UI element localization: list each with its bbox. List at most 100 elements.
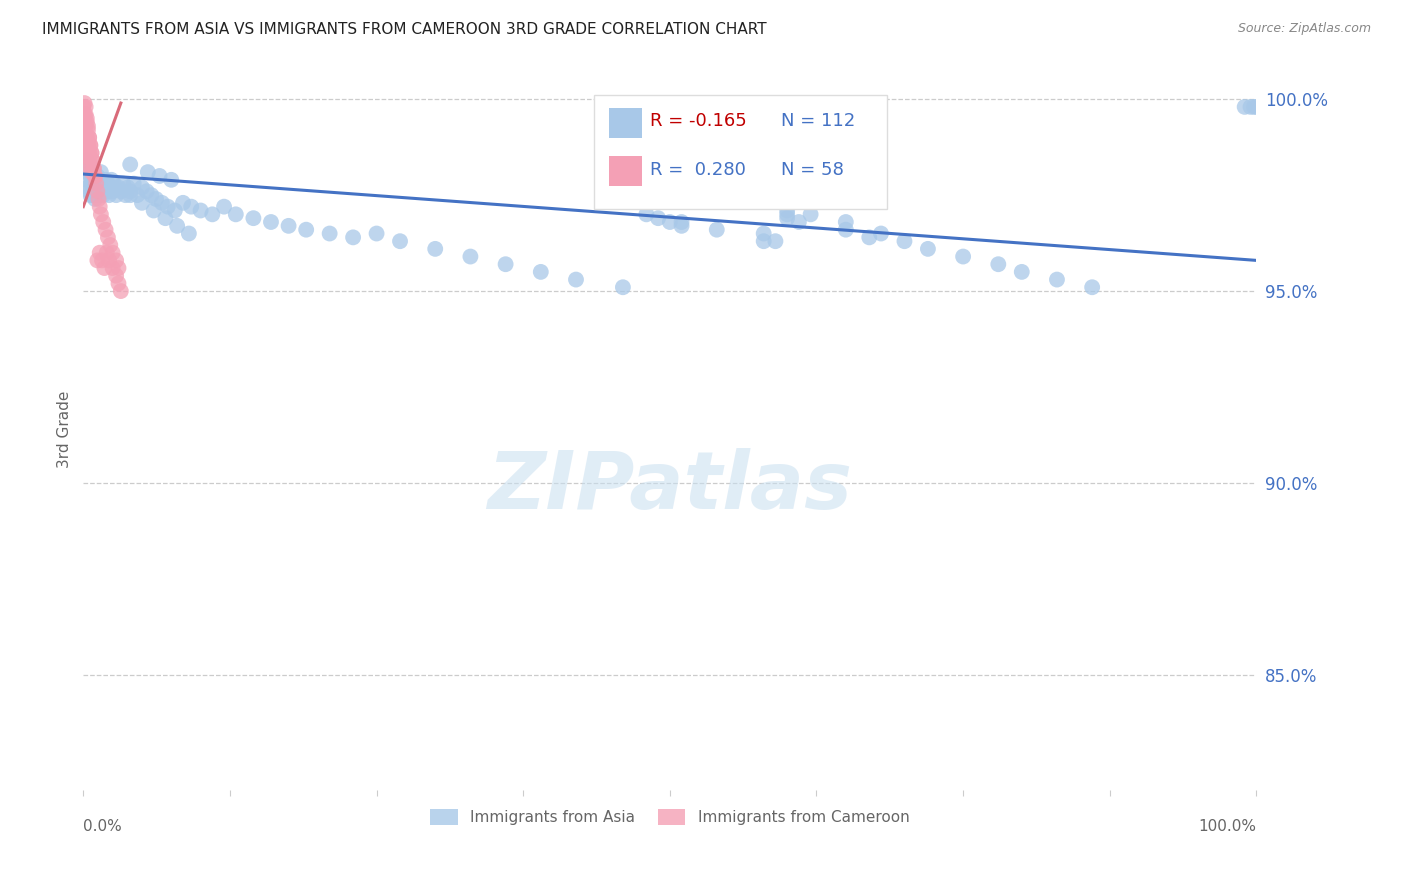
Point — [177, 227, 200, 241]
Point — [76, 150, 98, 164]
Point — [141, 188, 163, 202]
Point — [98, 253, 121, 268]
Point — [86, 253, 108, 268]
Point — [87, 188, 110, 202]
Point — [122, 177, 145, 191]
Point — [98, 238, 121, 252]
Point — [79, 138, 101, 153]
Point — [83, 180, 105, 194]
Point — [86, 169, 108, 183]
Point — [127, 188, 149, 202]
Point — [77, 165, 100, 179]
Point — [89, 180, 111, 194]
Point — [100, 173, 122, 187]
Point — [83, 161, 105, 176]
Text: N = 112: N = 112 — [782, 112, 855, 130]
Point — [77, 180, 100, 194]
Point — [94, 173, 117, 187]
Point — [277, 219, 299, 233]
Point — [79, 188, 101, 202]
Point — [86, 180, 108, 194]
Point — [84, 173, 107, 187]
Point — [636, 207, 658, 221]
Text: 0.0%: 0.0% — [83, 819, 122, 834]
Point — [180, 200, 202, 214]
Point — [1239, 100, 1261, 114]
Point — [776, 211, 799, 226]
Point — [105, 268, 128, 283]
Point — [75, 161, 97, 176]
Point — [120, 157, 142, 171]
Point — [86, 184, 108, 198]
Y-axis label: 3rd Grade: 3rd Grade — [58, 391, 72, 468]
Point — [73, 130, 96, 145]
Point — [77, 130, 100, 145]
Point — [136, 165, 159, 179]
Point — [101, 245, 124, 260]
Point — [76, 173, 98, 187]
Point — [96, 245, 118, 260]
Point — [1011, 265, 1033, 279]
Point — [131, 180, 153, 194]
Point — [190, 203, 212, 218]
Point — [84, 169, 107, 183]
Point — [97, 230, 120, 244]
Text: N = 58: N = 58 — [782, 161, 844, 178]
Point — [1046, 272, 1069, 286]
Point — [156, 200, 179, 214]
Point — [80, 145, 103, 160]
Point — [91, 253, 114, 268]
Point — [389, 234, 412, 248]
Point — [135, 184, 157, 198]
Point — [242, 211, 264, 226]
Point — [752, 227, 775, 241]
Point — [89, 200, 111, 214]
Point — [107, 277, 129, 291]
Point — [460, 250, 482, 264]
Point — [91, 188, 114, 202]
Point — [80, 161, 103, 176]
Point — [76, 130, 98, 145]
Point — [82, 173, 104, 187]
Point — [79, 157, 101, 171]
Point — [72, 100, 94, 114]
Point — [612, 280, 634, 294]
Point — [98, 180, 121, 194]
Point — [1243, 100, 1265, 114]
Point — [96, 184, 118, 198]
Point — [105, 188, 128, 202]
FancyBboxPatch shape — [593, 95, 887, 210]
Point — [77, 119, 100, 133]
Text: Source: ZipAtlas.com: Source: ZipAtlas.com — [1237, 22, 1371, 36]
Point — [776, 207, 799, 221]
Point — [835, 215, 858, 229]
Point — [91, 177, 114, 191]
Point — [75, 138, 97, 153]
Point — [84, 192, 107, 206]
Point — [870, 227, 893, 241]
Text: R =  0.280: R = 0.280 — [650, 161, 745, 178]
Point — [163, 203, 186, 218]
Point — [77, 150, 100, 164]
Point — [647, 211, 669, 226]
Point — [75, 119, 97, 133]
Point — [75, 157, 97, 171]
Point — [83, 165, 105, 179]
Point — [787, 215, 810, 229]
Point — [76, 153, 98, 168]
Point — [79, 138, 101, 153]
Point — [160, 173, 183, 187]
Bar — [609, 108, 641, 138]
Point — [530, 265, 553, 279]
Point — [893, 234, 915, 248]
Point — [91, 215, 114, 229]
Point — [83, 161, 105, 176]
Point — [101, 184, 124, 198]
Point — [114, 188, 136, 202]
Point — [98, 188, 121, 202]
Point — [212, 200, 235, 214]
Point — [77, 157, 100, 171]
Point — [706, 222, 728, 236]
Point — [94, 222, 117, 236]
Point — [150, 195, 173, 210]
